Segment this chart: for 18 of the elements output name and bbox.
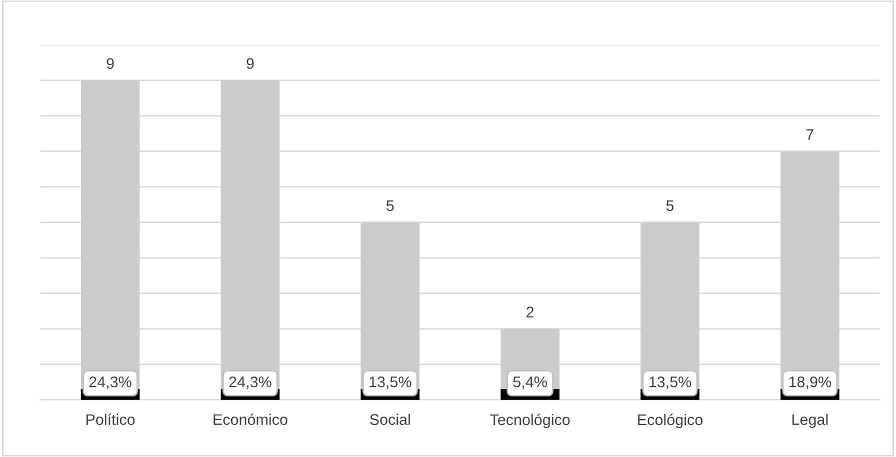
annotation: 13,5% [370, 376, 412, 390]
annotation: 18,9% [789, 376, 832, 390]
x-tick-label: Social [370, 414, 410, 425]
x-tick-label: Ecológico [638, 414, 702, 428]
x-tick-label: Tecnológico [490, 414, 570, 428]
x-tick-label: Económico [214, 414, 288, 425]
annotation: 13,5% [649, 376, 692, 390]
data-label: 2 [526, 306, 534, 318]
x-tick-label: Legal [792, 414, 828, 428]
annotation: 24,3% [89, 376, 132, 390]
data-label: 5 [666, 200, 674, 211]
data-label: 5 [386, 200, 394, 211]
data-label: 9 [106, 58, 114, 69]
data-label: 7 [806, 129, 814, 140]
data-label: 9 [246, 58, 254, 69]
x-tick-label: Político [86, 414, 135, 425]
annotation: 5,4% [513, 376, 547, 390]
annotation: 24,3% [229, 376, 272, 390]
